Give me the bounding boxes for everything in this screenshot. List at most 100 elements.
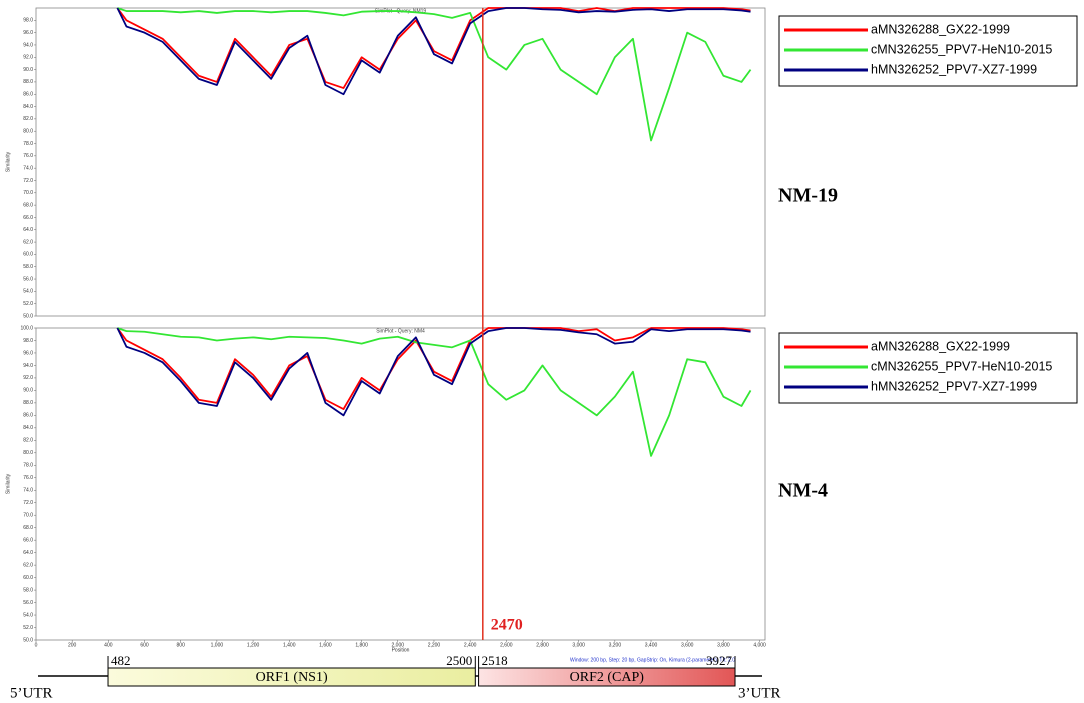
y-tick-label: 82.0 — [23, 116, 33, 122]
y-tick-label: 76.0 — [23, 153, 33, 159]
x-tick-label: 3,200 — [609, 642, 622, 648]
x-tick-label: 1,600 — [319, 642, 332, 648]
y-tick-label: 80.0 — [23, 129, 33, 135]
x-tick-label: 3,800 — [717, 642, 730, 648]
orf-end: 2500 — [446, 653, 472, 668]
panel-label: NM-19 — [778, 185, 838, 207]
y-tick-label: 62.0 — [23, 239, 33, 245]
y-tick-label: 52.0 — [23, 625, 33, 631]
y-tick-label: 58.0 — [23, 587, 33, 593]
y-tick-label: 54.0 — [23, 612, 33, 618]
y-tick-label: 64.0 — [23, 550, 33, 556]
y-tick-label: 78.0 — [23, 463, 33, 469]
y-tick-label: 78.0 — [23, 141, 33, 147]
y-tick-label: 72.0 — [23, 500, 33, 506]
y-tick-label: 52.0 — [23, 301, 33, 307]
y-tick-label: 96.0 — [23, 350, 33, 356]
x-tick-label: 1,000 — [211, 642, 224, 648]
series-line — [117, 7, 752, 142]
y-tick-label: 86.0 — [23, 413, 33, 419]
legend-label: cMN326255_PPV7-HeN10-2015 — [871, 359, 1052, 373]
y-axis-label: Similarity — [5, 151, 11, 172]
y-tick-label: 68.0 — [23, 202, 33, 208]
y-tick-label: 92.0 — [23, 375, 33, 381]
series-line — [116, 7, 751, 89]
y-tick-label: 50.0 — [23, 637, 33, 643]
y-tick-label: 92.0 — [23, 55, 33, 61]
x-tick-label: 3,400 — [645, 642, 658, 648]
y-tick-label: 60.0 — [23, 252, 33, 258]
y-tick-label: 86.0 — [23, 92, 33, 98]
y-tick-label: 74.0 — [23, 488, 33, 494]
y-tick-label: 56.0 — [23, 276, 33, 282]
y-tick-label: 80.0 — [23, 450, 33, 456]
y-tick-label: 72.0 — [23, 178, 33, 184]
x-tick-label: 600 — [140, 642, 149, 648]
x-tick-label: 2,800 — [536, 642, 549, 648]
plot-area — [35, 327, 766, 641]
breakpoint-label: 2470 — [491, 617, 523, 634]
y-tick-label: 54.0 — [23, 289, 33, 295]
y-tick-label: 94.0 — [23, 42, 33, 48]
x-tick-label: 1,400 — [283, 642, 296, 648]
y-tick-label: 90.0 — [23, 67, 33, 73]
x-tick-label: 2,600 — [500, 642, 513, 648]
y-tick-label: 56.0 — [23, 600, 33, 606]
y-tick-label: 76.0 — [23, 475, 33, 481]
y-tick-label: 98.0 — [23, 338, 33, 344]
x-tick-label: 400 — [104, 642, 113, 648]
x-tick-label: 3,000 — [572, 642, 585, 648]
y-tick-label: 94.0 — [23, 363, 33, 369]
chart-title: SimPlot - Query: NM4 — [376, 328, 425, 334]
y-tick-label: 100.0 — [20, 325, 33, 331]
legend-label: hMN326252_PPV7-XZ7-1999 — [871, 62, 1037, 76]
y-tick-label: 62.0 — [23, 562, 33, 568]
y-tick-label: 74.0 — [23, 165, 33, 171]
y-tick-label: 68.0 — [23, 525, 33, 531]
series-line — [117, 327, 752, 457]
panel-label: NM-4 — [778, 480, 828, 502]
orf-start: 482 — [111, 653, 131, 668]
y-tick-label: 70.0 — [23, 190, 33, 196]
orf-end: 3927 — [706, 653, 733, 668]
orf-box — [107, 667, 476, 687]
y-tick-label: 50.0 — [23, 313, 33, 319]
orf-name: ORF1 (NS1) — [256, 670, 328, 685]
y-tick-label: 90.0 — [23, 388, 33, 394]
y-axis-label: Similarity — [5, 473, 11, 494]
y-tick-label: 84.0 — [23, 104, 33, 110]
y-tick-label: 88.0 — [23, 400, 33, 406]
x-tick-label: 1,200 — [247, 642, 260, 648]
plot-note: Window: 200 bp, Step: 20 bp, GapStrip: O… — [570, 657, 735, 663]
x-tick-label: 0 — [35, 642, 38, 648]
x-tick-label: 3,600 — [681, 642, 694, 648]
legend-label: cMN326255_PPV7-HeN10-2015 — [871, 42, 1052, 56]
legend-label: aMN326288_GX22-1999 — [871, 339, 1010, 353]
x-tick-label: 2,400 — [464, 642, 477, 648]
y-tick-label: 70.0 — [23, 513, 33, 519]
legend-label: aMN326288_GX22-1999 — [871, 22, 1010, 36]
y-tick-label: 88.0 — [23, 79, 33, 85]
series-line — [116, 327, 751, 411]
x-tick-label: 4,000 — [753, 642, 766, 648]
y-tick-label: 58.0 — [23, 264, 33, 270]
x-tick-label: 2,200 — [428, 642, 441, 648]
x-tick-label: 800 — [177, 642, 186, 648]
orf-box — [478, 667, 736, 687]
y-tick-label: 60.0 — [23, 575, 33, 581]
x-tick-label: 200 — [68, 642, 77, 648]
y-tick-label: 84.0 — [23, 425, 33, 431]
series-line — [116, 327, 751, 417]
legend-label: hMN326252_PPV7-XZ7-1999 — [871, 379, 1037, 393]
y-tick-label: 66.0 — [23, 215, 33, 221]
x-tick-label: 1,800 — [355, 642, 368, 648]
orf-start: 2518 — [482, 653, 508, 668]
x-axis-label: Position — [392, 647, 410, 653]
utr-label: 5’UTR — [10, 685, 53, 701]
x-tick-label: 2,000 — [392, 642, 405, 648]
orf-name: ORF2 (CAP) — [570, 670, 645, 685]
y-tick-label: 64.0 — [23, 227, 33, 233]
y-tick-label: 66.0 — [23, 537, 33, 543]
utr-label: 3’UTR — [738, 685, 781, 701]
